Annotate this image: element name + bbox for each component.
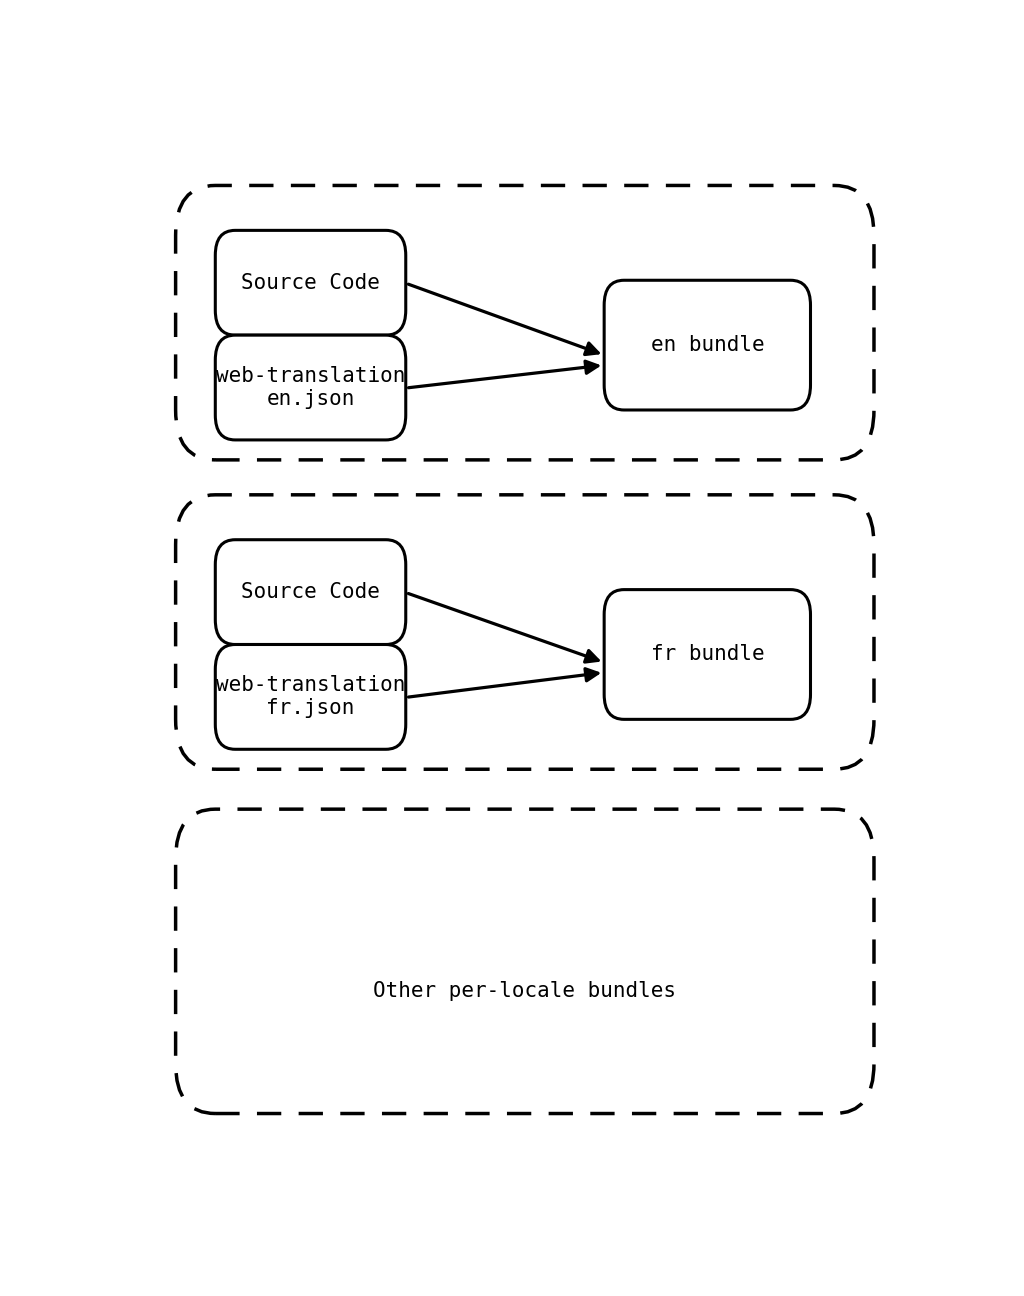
- Text: en bundle: en bundle: [650, 336, 764, 355]
- FancyBboxPatch shape: [215, 336, 406, 439]
- Text: fr bundle: fr bundle: [650, 644, 764, 665]
- FancyBboxPatch shape: [215, 644, 406, 749]
- Text: Source Code: Source Code: [241, 272, 380, 293]
- FancyBboxPatch shape: [176, 495, 873, 770]
- FancyBboxPatch shape: [604, 280, 811, 410]
- FancyBboxPatch shape: [215, 231, 406, 336]
- FancyBboxPatch shape: [604, 590, 811, 719]
- Text: web-translation
fr.json: web-translation fr.json: [216, 675, 406, 718]
- Text: Source Code: Source Code: [241, 582, 380, 603]
- Text: Other per-locale bundles: Other per-locale bundles: [374, 981, 676, 1001]
- FancyBboxPatch shape: [176, 809, 873, 1113]
- FancyBboxPatch shape: [215, 539, 406, 644]
- Text: web-translation
en.json: web-translation en.json: [216, 365, 406, 410]
- FancyBboxPatch shape: [176, 185, 873, 460]
